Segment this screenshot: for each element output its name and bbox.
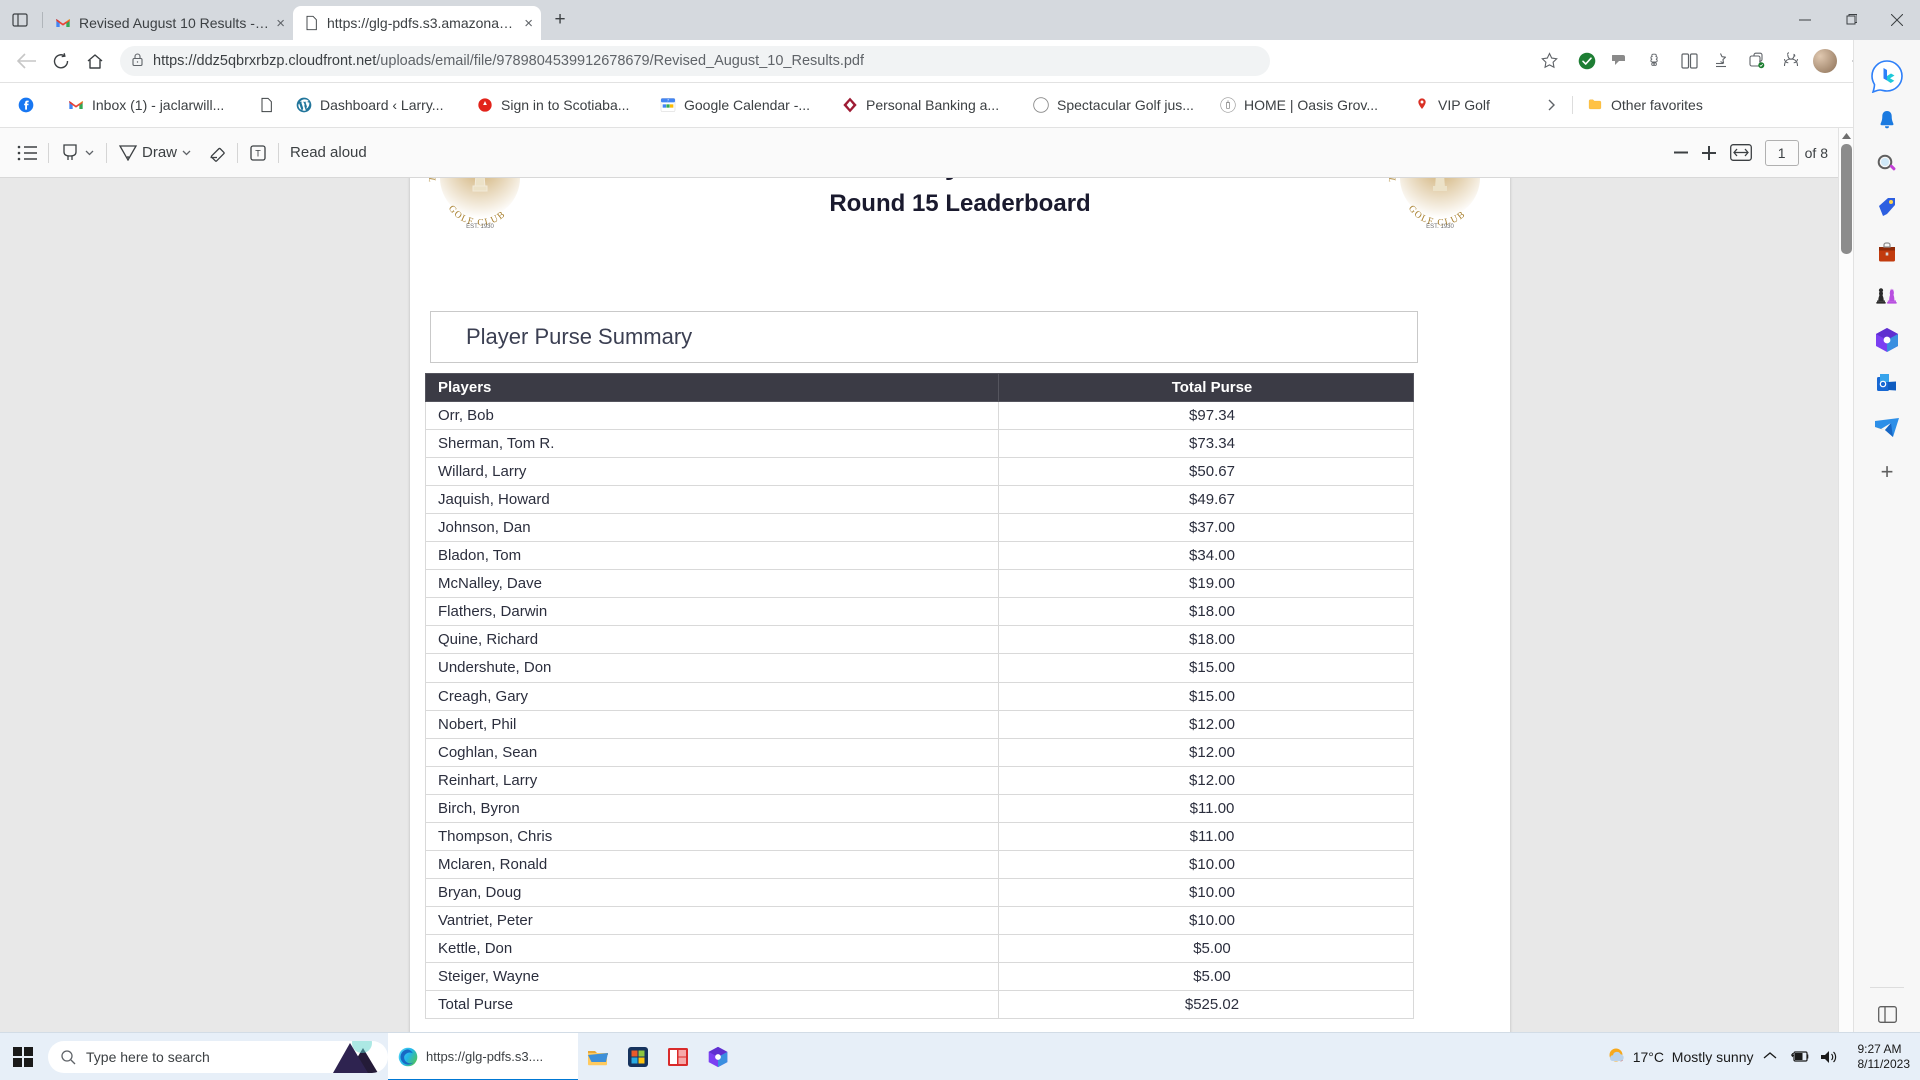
svg-text:T: T <box>255 148 261 158</box>
svg-text:EST. 1930: EST. 1930 <box>1426 224 1454 230</box>
svg-text:7: 7 <box>667 98 669 102</box>
svg-text:EST. 1930: EST. 1930 <box>466 224 494 230</box>
